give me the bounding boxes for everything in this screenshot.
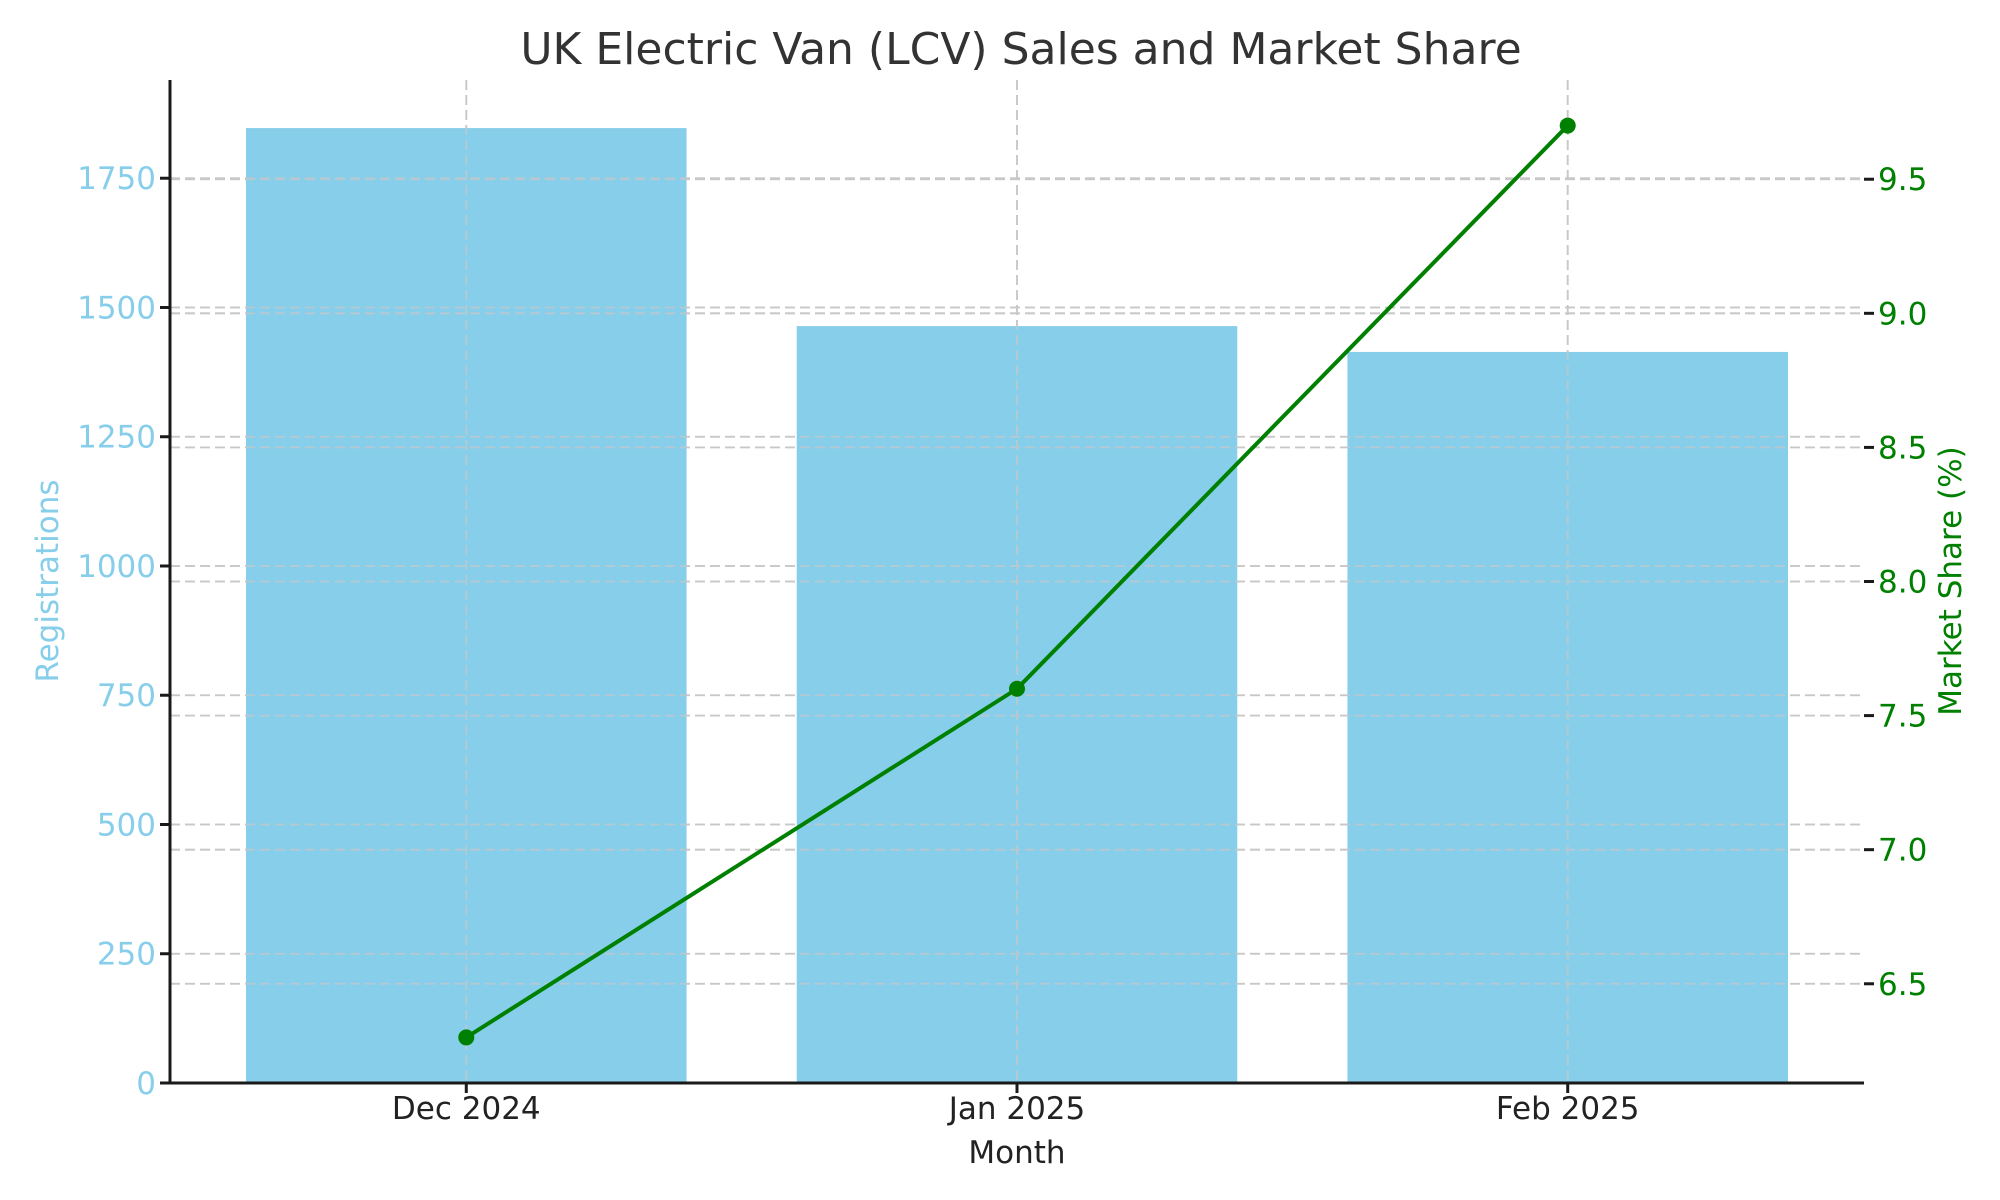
left-tick-label: 1500 [77, 290, 156, 326]
left-tick-label: 1000 [77, 549, 156, 585]
left-tick-label: 250 [97, 937, 156, 973]
right-axis-ticks: 6.5 7.0 7.5 8.0 8.5 9.0 9.5 [1864, 162, 1927, 1003]
x-tick-label: Feb 2025 [1496, 1091, 1640, 1127]
right-tick-label: 9.0 [1878, 296, 1927, 332]
x-tick-label: Jan 2025 [947, 1091, 1086, 1127]
right-tick-label: 8.5 [1878, 430, 1927, 466]
chart-title: UK Electric Van (LCV) Sales and Market S… [520, 24, 1521, 75]
market-share-line [458, 117, 1576, 1046]
market-share-point-jan-2025 [1009, 680, 1025, 697]
left-tick-label: 0 [136, 1066, 156, 1102]
market-share-point-dec-2024 [458, 1029, 475, 1046]
left-axis-ticks: 0 250 500 750 1000 1250 1500 1750 [77, 161, 170, 1102]
right-tick-label: 6.5 [1878, 967, 1927, 1003]
right-tick-label: 7.0 [1878, 833, 1927, 869]
left-tick-label: 500 [97, 807, 156, 843]
left-tick-label: 750 [97, 678, 156, 714]
left-tick-label: 1750 [77, 161, 156, 197]
x-axis-ticks: Dec 2024 Jan 2025 Feb 2025 [392, 1083, 1640, 1127]
right-tick-label: 7.5 [1878, 699, 1927, 735]
left-tick-label: 1250 [77, 420, 156, 456]
market-share-point-feb-2025 [1559, 117, 1576, 134]
right-axis-label: Market Share (%) [1933, 446, 1969, 715]
x-axis-label: Month [968, 1135, 1065, 1171]
x-tick-label: Dec 2024 [392, 1091, 541, 1127]
right-tick-label: 9.5 [1878, 162, 1927, 198]
left-axis-label: Registrations [30, 479, 66, 682]
right-tick-label: 8.0 [1878, 565, 1927, 601]
